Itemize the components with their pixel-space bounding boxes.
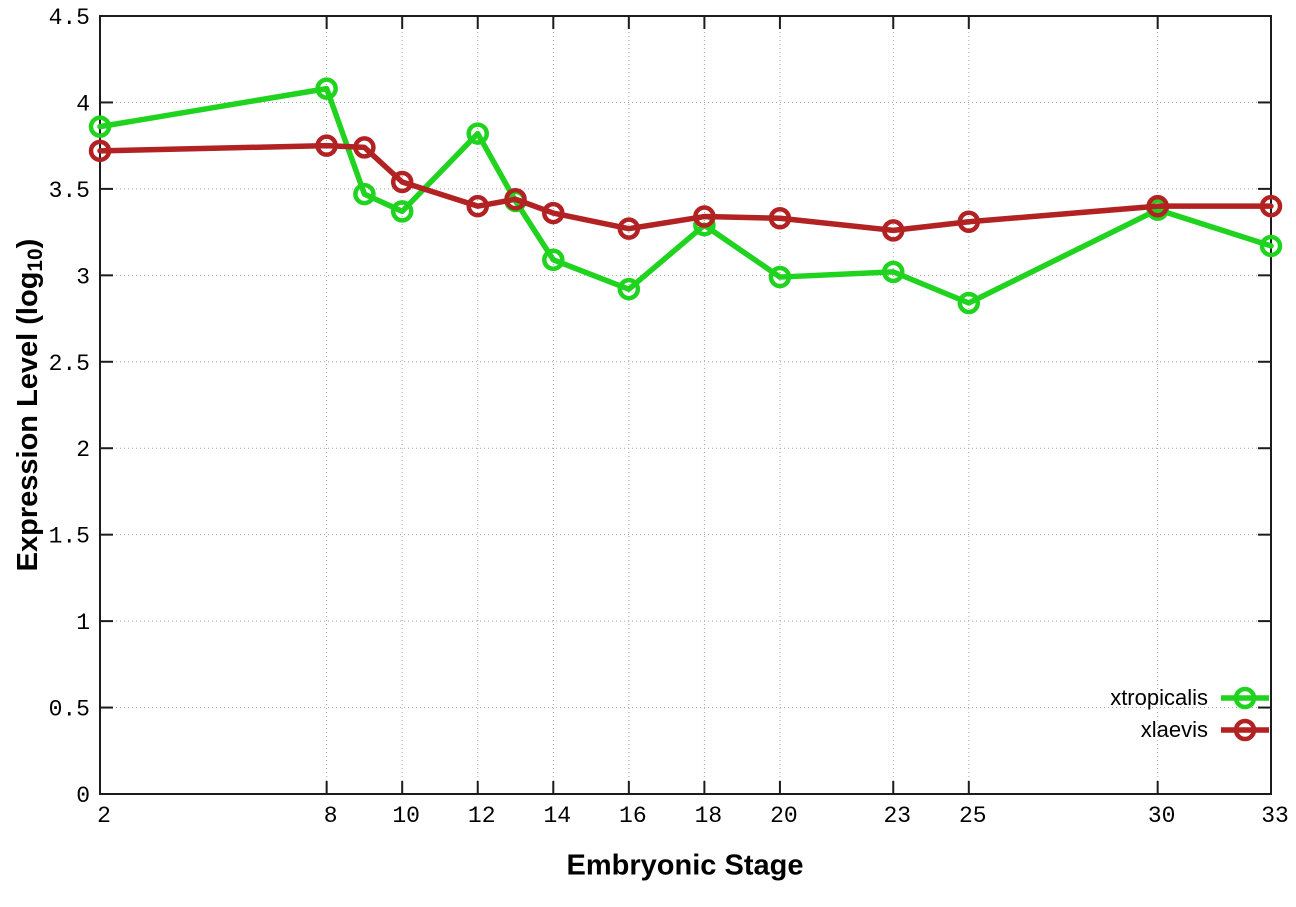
- y-axis-title: Expression Level (log10): [12, 239, 48, 572]
- x-axis-title: Embryonic Stage: [566, 849, 804, 882]
- series-marker-xlaevis: [693, 205, 716, 228]
- series-line-xtropicalis: [97, 85, 1274, 306]
- series-marker-xlaevis: [504, 188, 527, 211]
- legend-entry-xtropicalis: xtropicalis: [1110, 684, 1270, 712]
- series-marker-xlaevis: [1146, 194, 1169, 218]
- x-tick-label: 10: [392, 803, 420, 829]
- legend-sample-xlaevis-icon: [1221, 718, 1269, 742]
- y-tick-label: 4.5: [49, 5, 90, 31]
- legend-label-xlaevis: xlaevis: [1140, 717, 1208, 742]
- series-marker-xlaevis: [466, 194, 489, 218]
- x-tick-label: 33: [1261, 803, 1289, 829]
- y-tick-label: 1.5: [49, 524, 90, 550]
- y-tick-label: 0: [76, 783, 90, 809]
- x-tick-label: 16: [619, 803, 647, 829]
- legend-sample-xtropicalis-icon: [1221, 686, 1269, 710]
- series-marker-xlaevis: [88, 139, 112, 163]
- legend-entry-xlaevis: xlaevis: [1110, 716, 1270, 744]
- y-tick-label: 1: [76, 610, 90, 636]
- series-marker-xtropicalis: [88, 115, 112, 138]
- series-marker-xtropicalis: [1259, 234, 1283, 258]
- y-tick-label: 2.5: [49, 351, 90, 377]
- plot-border: [99, 15, 1272, 795]
- series-marker-xlaevis: [882, 219, 905, 242]
- series-line-xlaevis: [97, 142, 1274, 234]
- x-tick-label: 14: [543, 803, 571, 829]
- series-marker-xtropicalis: [315, 77, 338, 100]
- series-marker-xlaevis: [390, 170, 414, 194]
- series-marker-xlaevis: [617, 217, 641, 240]
- x-tick-label: 12: [468, 803, 496, 829]
- x-tick-label: 20: [770, 803, 798, 829]
- y-axis-title-text: Expression Level (log: [11, 271, 44, 572]
- x-tick-label: 23: [883, 803, 911, 829]
- legend-label-xtropicalis: xtropicalis: [1110, 685, 1208, 710]
- x-tick-label: 25: [959, 803, 987, 829]
- y-tick-label: 3.5: [49, 178, 90, 204]
- series-marker-xtropicalis: [466, 122, 489, 145]
- y-tick-label: 2: [76, 437, 90, 463]
- y-tick-label: 3: [76, 264, 90, 290]
- y-axis-title-subscript: 10: [24, 248, 48, 272]
- series-marker-xtropicalis: [882, 260, 905, 284]
- x-tick-label: 8: [324, 803, 338, 829]
- series-marker-xlaevis: [1259, 194, 1283, 218]
- y-tick-label: 4: [76, 91, 90, 117]
- series-marker-xtropicalis: [617, 277, 641, 301]
- x-tick-label: 18: [695, 803, 723, 829]
- x-tick-label: 30: [1148, 803, 1176, 829]
- x-tick-label: 2: [97, 803, 111, 829]
- y-axis-title-suffix: ): [11, 238, 44, 249]
- series-marker-xtropicalis: [353, 182, 376, 206]
- series-marker-xtropicalis: [390, 200, 414, 223]
- series-marker-xlaevis: [315, 134, 338, 157]
- y-tick-label: 0.5: [49, 697, 90, 723]
- series-marker-xlaevis: [768, 207, 792, 230]
- series-marker-xtropicalis: [542, 248, 565, 272]
- series-marker-xlaevis: [957, 210, 981, 233]
- chart-legend: xtropicalis xlaevis: [1110, 684, 1270, 744]
- series-marker-xtropicalis: [768, 265, 792, 289]
- series-marker-xtropicalis: [957, 291, 981, 315]
- series-marker-xlaevis: [353, 136, 376, 159]
- series-marker-xlaevis: [542, 201, 565, 225]
